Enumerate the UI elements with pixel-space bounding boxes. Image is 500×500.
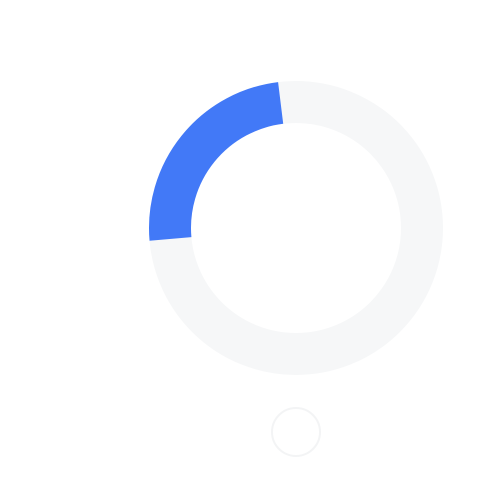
- loading-spinner-icon: [149, 82, 284, 241]
- knob-circle-icon: [271, 407, 321, 457]
